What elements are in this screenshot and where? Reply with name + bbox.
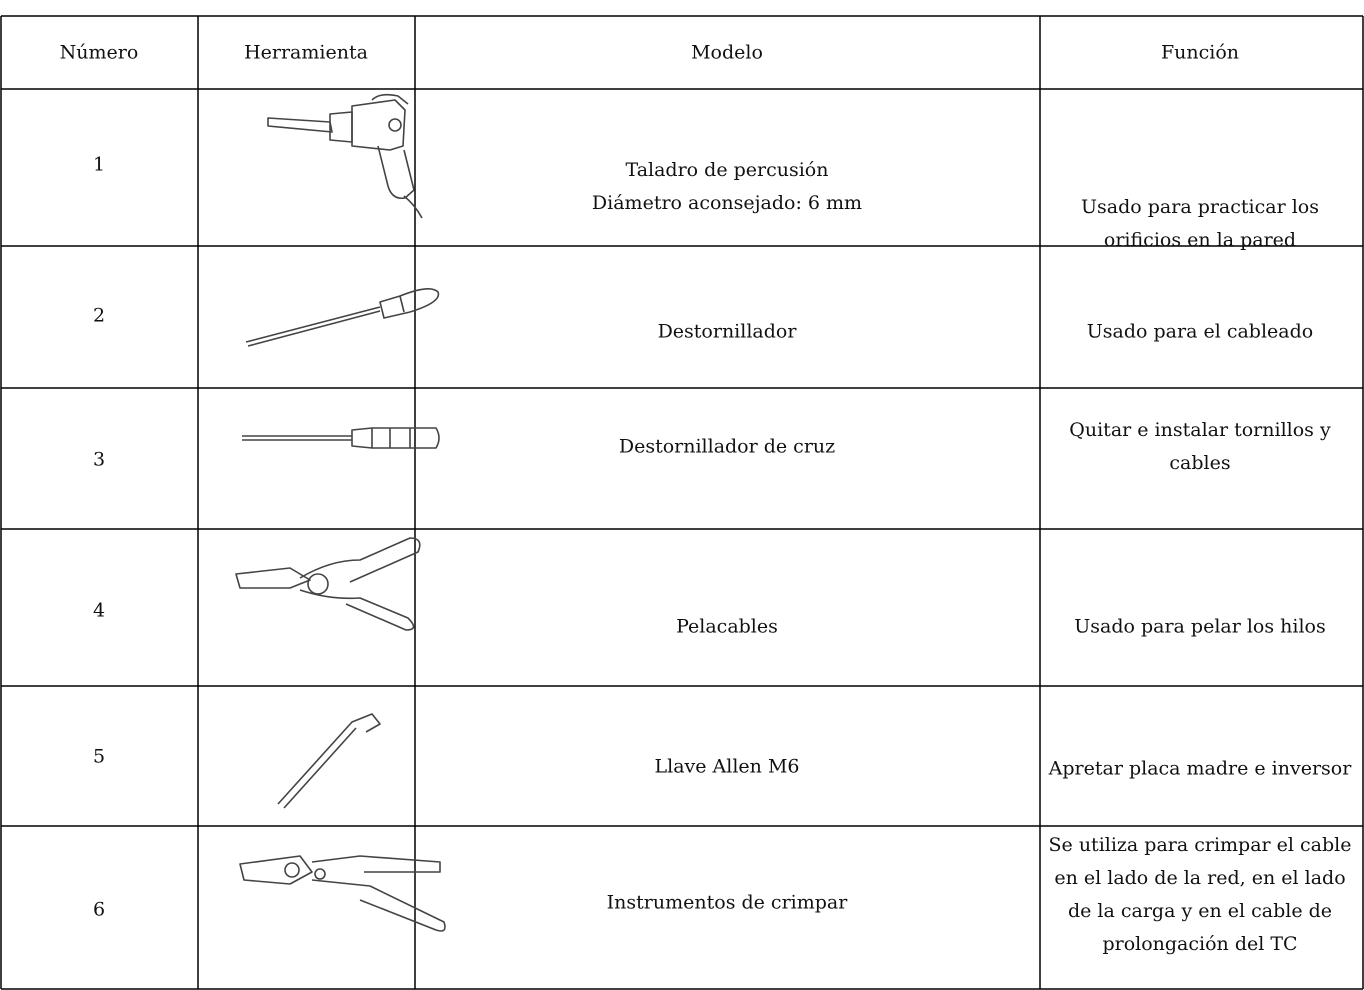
cell-number: 2 bbox=[92, 304, 106, 327]
cell-number: 6 bbox=[92, 898, 106, 921]
cell-model: Instrumentos de crimpar bbox=[607, 887, 848, 920]
text-line: Apretar placa madre e inversor bbox=[1048, 757, 1352, 780]
text-line: Llave Allen M6 bbox=[654, 755, 800, 778]
text-line: Taladro de percusión bbox=[625, 159, 829, 181]
header-herramienta: Herramienta bbox=[244, 41, 368, 64]
text-line: cables bbox=[1169, 452, 1231, 474]
allen-key-icon bbox=[277, 713, 381, 809]
text-line: Usado para practicar los bbox=[1081, 196, 1319, 218]
text-line: Usado para pelar los hilos bbox=[1074, 615, 1326, 638]
text-line: Instrumentos de crimpar bbox=[606, 891, 848, 914]
header-numero: Número bbox=[59, 41, 139, 64]
text-line: de la carga y en el cable de bbox=[1067, 900, 1333, 922]
text-line: Quitar e instalar tornillos y bbox=[1069, 419, 1331, 441]
cell-function: Usado para pelar los hilos bbox=[1074, 611, 1326, 644]
cell-function: Usado para el cableado bbox=[1087, 316, 1313, 349]
cell-number: 4 bbox=[92, 599, 106, 622]
cell-model: Destornillador de cruz bbox=[619, 431, 835, 464]
cell-model: Destornillador bbox=[658, 316, 797, 349]
cell-number: 1 bbox=[92, 153, 106, 176]
cell-function: Usado para practicar los orificios en la … bbox=[1081, 191, 1319, 257]
text-line: Diámetro aconsejado: 6 mm bbox=[591, 192, 863, 214]
text-line: Destornillador de cruz bbox=[618, 435, 836, 458]
cell-model: Pelacables bbox=[676, 611, 778, 644]
cell-model: Llave Allen M6 bbox=[655, 751, 800, 784]
text-line: en el lado de la red, en el lado bbox=[1054, 867, 1346, 889]
header-modelo: Modelo bbox=[691, 41, 763, 64]
header-funcion: Función bbox=[1160, 41, 1240, 64]
text-line: Pelacables bbox=[676, 615, 778, 638]
cell-model: Taladro de percusión Diámetro aconsejado:… bbox=[592, 154, 862, 220]
cell-number: 3 bbox=[92, 448, 106, 471]
wire-stripper-icon bbox=[235, 537, 421, 631]
cell-number: 5 bbox=[92, 745, 106, 768]
drill-icon bbox=[267, 93, 423, 219]
text-line: prolongación del TC bbox=[1102, 933, 1298, 955]
table-grid bbox=[0, 15, 1364, 990]
cell-function: Quitar e instalar tornillos y cables bbox=[1069, 414, 1330, 480]
text-line: Usado para el cableado bbox=[1086, 320, 1314, 343]
screwdriver-icon bbox=[245, 288, 440, 347]
text-line: orificios en la pared bbox=[1103, 229, 1297, 251]
text-line: Se utiliza para crimpar el cable bbox=[1048, 834, 1352, 856]
cell-function: Apretar placa madre e inversor bbox=[1049, 753, 1352, 786]
cell-function: Se utiliza para crimpar el cable en el la… bbox=[1049, 829, 1352, 961]
crimper-icon bbox=[239, 855, 446, 932]
cross-screwdriver-icon bbox=[242, 427, 440, 449]
text-line: Destornillador bbox=[657, 320, 797, 343]
